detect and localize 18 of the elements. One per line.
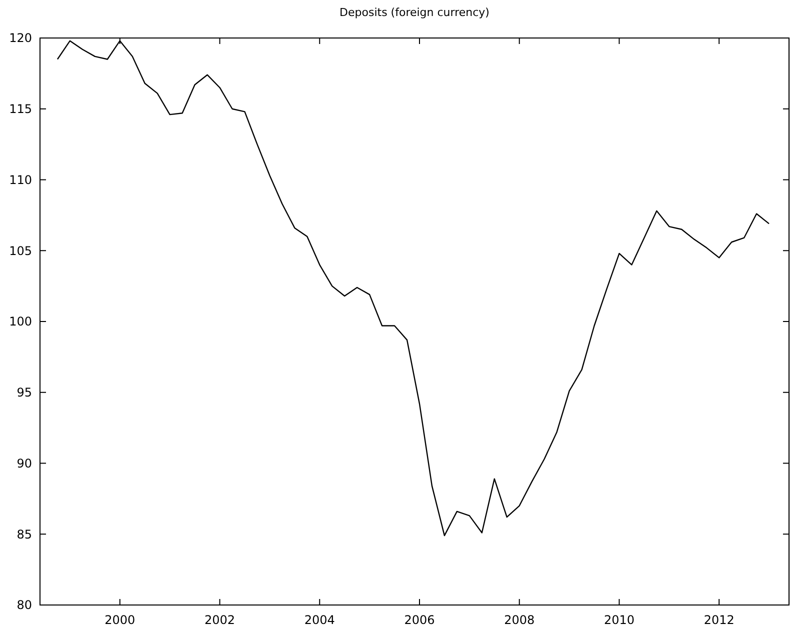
y-tick-label: 85 [16,527,32,542]
x-tick-label: 2010 [604,613,634,627]
y-tick-label: 100 [9,314,32,329]
x-tick-label: 2006 [404,613,435,627]
y-tick-label: 110 [9,172,32,187]
y-tick-label: 120 [9,31,32,46]
x-tick-label: 2012 [704,613,734,627]
x-tick-label: 2002 [204,613,236,627]
x-tick-label: 2004 [304,613,335,627]
x-tick-label: 2000 [104,613,136,627]
y-tick-label: 95 [16,386,32,400]
y-tick-label: 80 [16,598,32,612]
line-series [56,40,770,536]
y-tick-label: 90 [16,456,32,470]
y-tick-label: 115 [9,102,32,116]
y-tick-label: 105 [9,244,32,258]
chart-title: Deposits (foreign currency) [340,6,490,19]
x-tick-label: 2008 [504,613,535,627]
